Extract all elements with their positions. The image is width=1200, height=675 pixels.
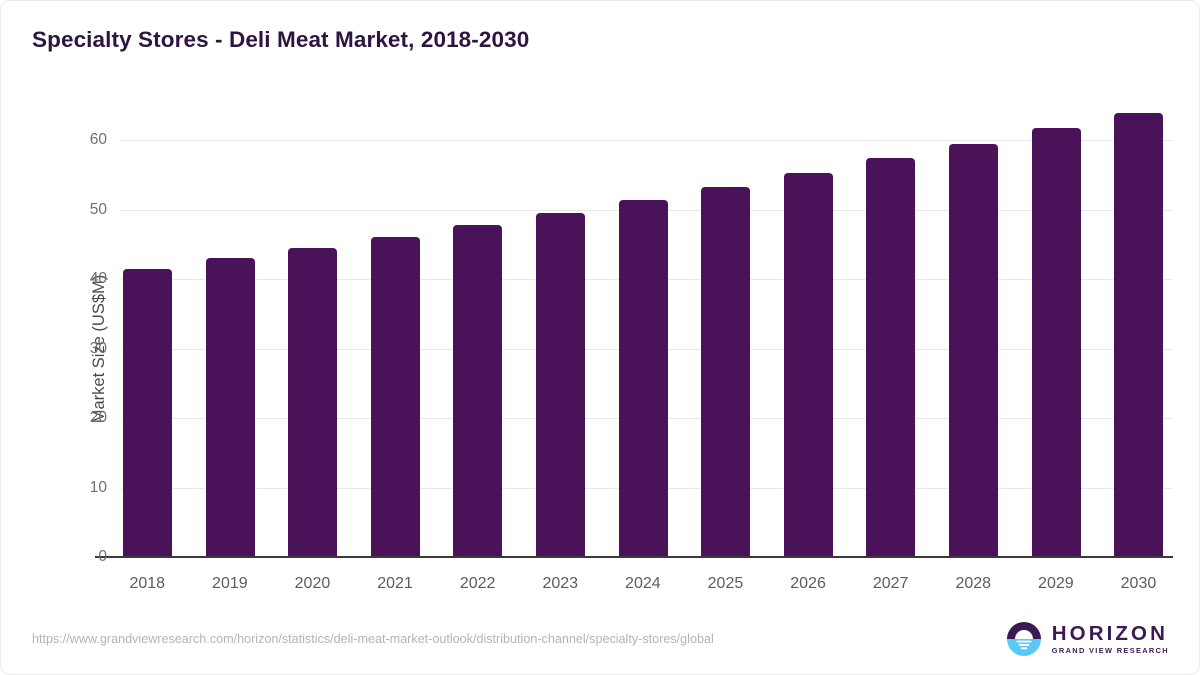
bar-slot: [700, 140, 783, 557]
y-tick-label: 40: [89, 270, 107, 288]
bar[interactable]: [1031, 127, 1081, 557]
y-tick-label: 50: [89, 200, 107, 218]
bar[interactable]: [866, 158, 916, 557]
logo-tagline: GRAND VIEW RESEARCH: [1051, 646, 1169, 656]
x-tick-label: 2029: [1038, 575, 1074, 592]
x-tick-label: 2019: [212, 575, 248, 592]
plot-area: [95, 112, 1173, 558]
bar-slot: [287, 140, 370, 557]
x-tick-label: 2020: [294, 575, 331, 592]
x-axis-line: [95, 555, 1173, 558]
logo-wordmark: HORIZON: [1051, 621, 1169, 645]
y-tick-label: 10: [89, 478, 107, 496]
x-tick-label: 2025: [707, 575, 744, 592]
y-tick-label: 30: [89, 339, 107, 357]
y-tick-label: 20: [89, 409, 107, 427]
gridline: [121, 140, 1173, 142]
bar-slot: [783, 140, 866, 557]
bar[interactable]: [783, 172, 833, 557]
horizon-sun-icon: [1005, 620, 1043, 658]
bar-slot: [370, 140, 453, 557]
bar[interactable]: [453, 225, 503, 557]
x-tick-label: 2021: [377, 575, 413, 592]
x-tick-label: 2026: [790, 575, 826, 592]
y-tick-label: 0: [98, 548, 107, 565]
bar[interactable]: [123, 268, 172, 557]
logo-text: HORIZON GRAND VIEW RESEARCH: [1051, 621, 1169, 656]
bar-slot: [1031, 127, 1114, 557]
bar[interactable]: [370, 236, 420, 557]
bar-slot: [618, 140, 701, 557]
bar-slot: [865, 140, 948, 557]
x-tick-label: 2024: [625, 575, 661, 592]
x-tick-label: 2018: [129, 575, 166, 592]
bars-layer: [121, 112, 1173, 557]
bar[interactable]: [618, 200, 668, 557]
horizon-logo[interactable]: HORIZON GRAND VIEW RESEARCH: [1005, 619, 1169, 659]
source-url[interactable]: https://www.grandviewresearch.com/horizo…: [32, 632, 714, 646]
x-tick-label: 2028: [955, 575, 992, 592]
bar[interactable]: [949, 144, 998, 557]
y-tick-label: 60: [89, 131, 107, 149]
bar[interactable]: [701, 186, 751, 557]
x-tick-label: 2027: [872, 575, 909, 592]
bar[interactable]: [1114, 112, 1164, 557]
x-tick-label: 2023: [542, 575, 579, 592]
page-title: Specialty Stores - Deli Meat Market, 201…: [32, 27, 530, 52]
bar-slot: [122, 140, 205, 557]
bar[interactable]: [205, 258, 255, 557]
bar[interactable]: [536, 213, 585, 557]
bar-slot: [1113, 112, 1196, 557]
bar-slot: [535, 140, 618, 557]
bar-slot: [452, 140, 535, 557]
bar[interactable]: [288, 247, 338, 557]
bar-slot: [948, 140, 1031, 557]
x-tick-label: 2022: [459, 575, 496, 592]
bar-slot: [205, 140, 288, 557]
x-tick-label: 2030: [1120, 575, 1157, 592]
